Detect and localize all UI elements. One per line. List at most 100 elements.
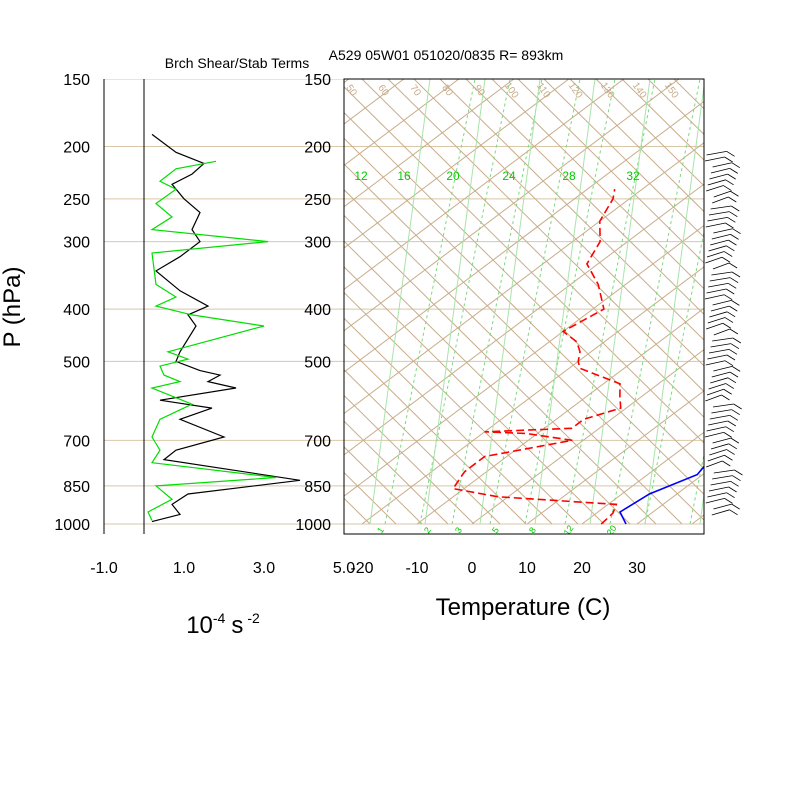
wind-barb-shaft xyxy=(707,179,726,186)
isotherm-label: 150 xyxy=(662,81,681,101)
wind-barb-shaft xyxy=(713,366,733,372)
wind-barb-flag xyxy=(726,150,735,157)
dry-adiabat-line xyxy=(0,79,240,524)
moist-adiabat-line xyxy=(479,79,541,525)
wind-barb-shaft xyxy=(712,196,729,204)
y-tick-label-skewt: 500 xyxy=(304,354,331,371)
isotherm-line xyxy=(344,79,515,208)
x-tick-label-temperature: 30 xyxy=(628,560,646,577)
isotherm-line xyxy=(747,79,800,524)
wind-barb-flag xyxy=(727,173,736,180)
wind-barb-shaft xyxy=(707,317,726,324)
mixing-ratio-label: 32 xyxy=(626,169,640,183)
wind-barb-shaft xyxy=(712,437,731,444)
wind-barb-flag xyxy=(723,294,733,301)
wind-barb-flag xyxy=(726,245,735,252)
wind-barb-shaft xyxy=(706,388,724,396)
dry-adiabat-line xyxy=(0,79,188,524)
isotherm-line xyxy=(0,79,239,524)
y-tick-label-left: 1000 xyxy=(54,517,90,534)
skewt-frame xyxy=(343,78,705,535)
dry-adiabat-line xyxy=(413,79,704,367)
wind-barb-shaft xyxy=(711,371,731,378)
dry-adiabat-line xyxy=(344,317,553,525)
wind-barb-flag xyxy=(729,305,738,312)
wind-barb-shaft xyxy=(708,211,730,216)
isotherm-label: 50 xyxy=(343,83,359,99)
wind-barb-shaft xyxy=(709,277,731,282)
wind-barb-shaft xyxy=(705,394,722,402)
wind-barb-flag xyxy=(731,271,741,278)
dry-adiabat-line xyxy=(0,79,266,524)
wind-barb-shaft xyxy=(705,360,726,366)
wind-barb-flag xyxy=(724,498,733,504)
y-tick-label-left: 500 xyxy=(63,354,90,371)
moist-adiabat-line xyxy=(644,82,704,525)
wind-barb-shaft xyxy=(708,420,728,426)
wind-barb-flag xyxy=(730,234,739,240)
moist-adiabat-line xyxy=(699,490,704,525)
wind-barb-flag xyxy=(729,371,739,378)
wind-barb-shaft xyxy=(712,300,732,306)
wind-barb-flag xyxy=(724,360,734,367)
dry-adiabat-line xyxy=(0,79,292,524)
wind-barb-shaft xyxy=(710,480,731,486)
wind-barb-flag xyxy=(724,454,733,461)
isotherm-line xyxy=(344,79,680,332)
wind-barb-flag xyxy=(729,211,738,217)
wind-barb-flag xyxy=(724,251,733,257)
wind-barb-shaft xyxy=(706,185,724,192)
dry-adiabat-line xyxy=(543,79,704,238)
wind-barb-flag xyxy=(725,426,735,433)
mixing-ratio-label-bottom: 20 xyxy=(605,523,619,537)
y-tick-label-skewt: 850 xyxy=(304,479,331,496)
isotherm-line xyxy=(344,183,704,456)
wind-barb-shaft xyxy=(707,354,728,360)
wind-barb-flag xyxy=(721,256,731,263)
dry-adiabat-line xyxy=(344,446,423,525)
wind-barb-shaft xyxy=(704,294,725,300)
wind-barb-flag xyxy=(726,288,735,295)
wind-barb-flag xyxy=(731,409,740,415)
wind-barb-shaft xyxy=(706,426,726,432)
wind-barb-flag xyxy=(730,480,739,487)
dry-adiabat-line xyxy=(344,343,527,525)
wind-barb-shaft xyxy=(704,432,724,438)
isotherm-label: 100 xyxy=(502,81,521,101)
wind-barb-shaft xyxy=(710,343,732,348)
wind-barb-shaft xyxy=(706,322,724,330)
y-tick-label-left: 850 xyxy=(63,479,90,496)
isotherm-line xyxy=(344,100,704,373)
dry-adiabat-line xyxy=(0,79,214,524)
wind-barb-flag xyxy=(729,328,739,335)
y-tick-label-skewt: 250 xyxy=(304,192,331,209)
wind-barb-flag xyxy=(729,277,739,283)
dry-adiabat-line xyxy=(465,79,704,316)
sounding-profile-lines xyxy=(451,189,704,525)
dewpoint-line xyxy=(451,189,622,525)
wind-barb-shaft xyxy=(712,403,734,408)
y-tick-label-left: 700 xyxy=(63,433,90,450)
isotherm-line xyxy=(344,79,350,84)
wind-barb-flag xyxy=(725,383,735,389)
dry-adiabat-line xyxy=(569,79,704,213)
wind-barb-shaft xyxy=(711,409,732,414)
wind-barb-shaft xyxy=(712,337,733,342)
wind-barb-shaft xyxy=(707,454,725,462)
wind-barb-shaft xyxy=(709,173,728,180)
wind-barb-shaft xyxy=(710,305,730,312)
isotherm-line xyxy=(344,224,704,497)
wind-barb-flag xyxy=(734,469,743,476)
wind-barb-flag xyxy=(722,460,731,467)
isotherm-line xyxy=(344,79,460,166)
isotherm-label: 60 xyxy=(375,83,391,99)
isotherm-line xyxy=(344,142,704,415)
y-axis-label: P (hPa) xyxy=(0,267,26,348)
wind-barb-flag xyxy=(733,403,742,410)
mixing-ratio-line xyxy=(524,79,616,525)
isotherm-line xyxy=(0,79,294,524)
x-tick-label-temperature: 10 xyxy=(518,560,536,577)
wind-barb-shaft xyxy=(704,156,725,162)
